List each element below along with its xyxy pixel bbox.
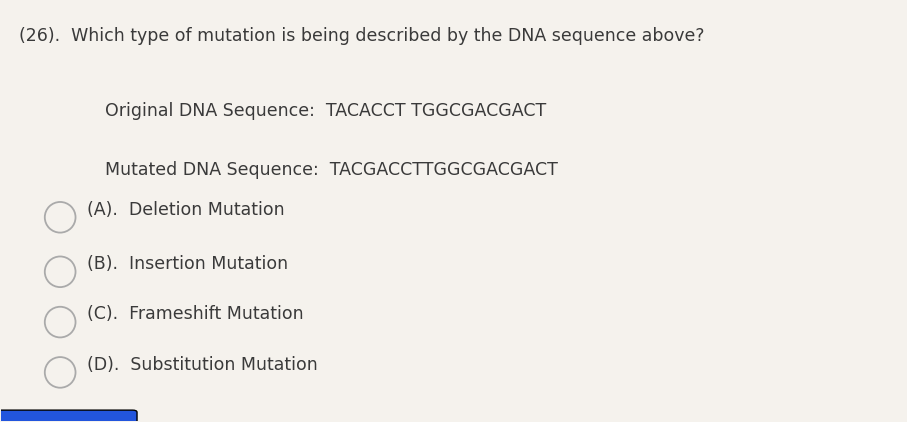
Text: Original DNA Sequence:  TACACCT TGGCGACGACT: Original DNA Sequence: TACACCT TGGCGACGA… xyxy=(105,102,547,120)
Text: (A).  Deletion Mutation: (A). Deletion Mutation xyxy=(87,200,285,219)
Text: (B).  Insertion Mutation: (B). Insertion Mutation xyxy=(87,255,288,273)
FancyBboxPatch shape xyxy=(0,410,137,422)
Text: (26).  Which type of mutation is being described by the DNA sequence above?: (26). Which type of mutation is being de… xyxy=(19,27,705,45)
Text: (C).  Frameshift Mutation: (C). Frameshift Mutation xyxy=(87,306,304,323)
Text: Mutated DNA Sequence:  TACGACCTTGGCGACGACT: Mutated DNA Sequence: TACGACCTTGGCGACGAC… xyxy=(105,161,558,179)
Text: (D).  Substitution Mutation: (D). Substitution Mutation xyxy=(87,356,318,373)
